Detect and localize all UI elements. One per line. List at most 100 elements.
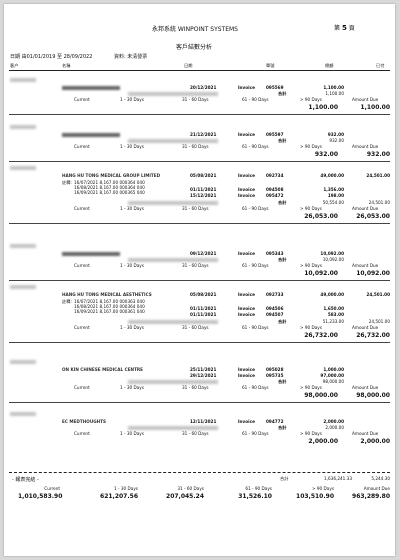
customer-name: EC MEDTHOUGHTS [62,419,107,424]
subtotal-label: 合計 [278,91,287,96]
block-rule [9,114,390,115]
aging-value: 10,092.00 [304,270,338,277]
subtotal-name-redacted [128,380,218,384]
subtotal-label: 合計 [278,257,287,262]
aging-header: 61 - 90 Days [242,144,269,149]
grand-aging-header: Amount Due [363,486,390,491]
aging-value: 26,732.00 [304,332,338,339]
aging-value: 10,092.00 [356,270,390,277]
line-date: 01/11/2021 [190,187,217,192]
aging-header: Current [74,144,90,149]
aging-value: 98,000.00 [304,392,338,399]
subtotal-amount: 2,000.00 [325,425,344,430]
aging-header: 61 - 90 Days [242,325,269,330]
line-amount: 198.00 [327,193,344,198]
subtotal-name-redacted [128,92,218,96]
grand-aging-value: 963,289.80 [352,493,390,500]
aging-header: Amount Due [352,325,379,330]
grand-rule [9,472,390,473]
line-date: 21/12/2021 [190,132,217,137]
subtotal-name-redacted [128,426,218,430]
aging-header: 31 - 60 Days [182,263,209,268]
memo-label: 註釋: [62,180,72,185]
filter-text: 資料: 未清發票 [114,54,148,60]
line-type: Invoice [238,187,255,192]
subtotal-amount: 10,092.00 [322,257,344,262]
subtotal-name-redacted [128,320,218,324]
col-date: 日期 [184,63,193,68]
customer-code-redacted [10,285,36,289]
col-settled: 總額 [325,63,334,68]
aging-header: 31 - 60 Days [182,431,209,436]
subtotal-label: 合計 [278,425,287,430]
block-rule [9,223,390,224]
aging-value: 2,000.00 [308,438,338,445]
grand-aging-value: 103,510.90 [296,493,334,500]
line-doc-no: 095343 [266,251,284,256]
subtotal-name-redacted [128,139,218,143]
line-type: Invoice [238,193,255,198]
aging-header: > 90 Days [300,431,322,436]
aging-header: Amount Due [352,97,379,102]
line-doc-no: 094772 [266,419,284,424]
customer-code-redacted [10,412,36,416]
aging-header: 31 - 60 Days [182,325,209,330]
line-doc-no: 095028 [266,367,284,372]
aging-value: 1,100.00 [360,104,390,111]
company-name: 永邦系統 WINPOINT SYSTEMS [152,26,238,33]
block-rule [9,161,390,162]
aging-value: 1,100.00 [308,104,338,111]
aging-header: 1 - 30 Days [120,263,144,268]
line-date: 25/11/2021 [190,367,217,372]
col-doc: 單號 [266,63,275,68]
customer-name: HANG HU TONG MEDICAL GROUP LIMITED [62,173,161,178]
customer-name-redacted [62,252,120,256]
line-type: Invoice [238,85,255,90]
memo-label: 註釋: [62,299,72,304]
line-doc-no: 094508 [266,187,284,192]
line-doc-no: 095597 [266,132,284,137]
subtotal-name-redacted [128,201,218,205]
col-customer: 客户 [10,63,19,68]
grand-total-label: 合計 [280,476,289,481]
subtotal-label: 合計 [278,319,287,324]
aging-value: 2,000.00 [360,438,390,445]
grand-total-amt: 1,636,241.33 [324,476,352,481]
line-type: Invoice [238,251,255,256]
customer-code-redacted [10,244,36,248]
line-type: Invoice [238,419,255,424]
line-amount: 1,100.00 [323,85,344,90]
line-type: Invoice [238,306,255,311]
memo-line: 16/09/2021 8,167.00 000365 040 [74,190,145,195]
aging-header: Current [74,97,90,102]
line-date: 05/08/2021 [190,292,217,297]
line-amount: 10,092.00 [320,251,344,256]
subtotal-label: 合計 [278,379,287,384]
aging-value: 932.00 [366,151,390,158]
memo-line: 16/08/2021 8,167.00 000364 040 [74,185,145,190]
aging-header: 31 - 60 Days [182,206,209,211]
aging-value: 932.00 [314,151,338,158]
subtotal-amount: 51,233.00 [322,319,344,324]
line-amount: 583.00 [327,312,344,317]
line-amount: 49,000.00 [320,173,344,178]
aging-header: > 90 Days [300,206,322,211]
block-rule [9,402,390,403]
block-rule [9,280,390,281]
aging-value: 98,000.00 [356,392,390,399]
customer-code-redacted [10,78,36,82]
subtotal-name-redacted [128,258,218,262]
subtotal-amount: 98,000.00 [322,379,344,384]
line-doc-no: 092733 [266,292,284,297]
grand-aging-value: 621,207.56 [100,493,138,500]
aging-header: > 90 Days [300,325,322,330]
subtotal-amount: 932.00 [329,138,344,143]
line-amount: 1,356.00 [323,187,344,192]
aging-header: Current [74,263,90,268]
subtotal-amount: 1,100.00 [325,91,344,96]
aging-header: 1 - 30 Days [120,385,144,390]
line-date: 01/11/2021 [190,312,217,317]
report-page: 永邦系統 WINPOINT SYSTEMS 第 5 頁 客戶結數分析 日期 由0… [4,4,395,556]
aging-value: 26,732.00 [356,332,390,339]
customer-name-redacted [62,86,120,90]
